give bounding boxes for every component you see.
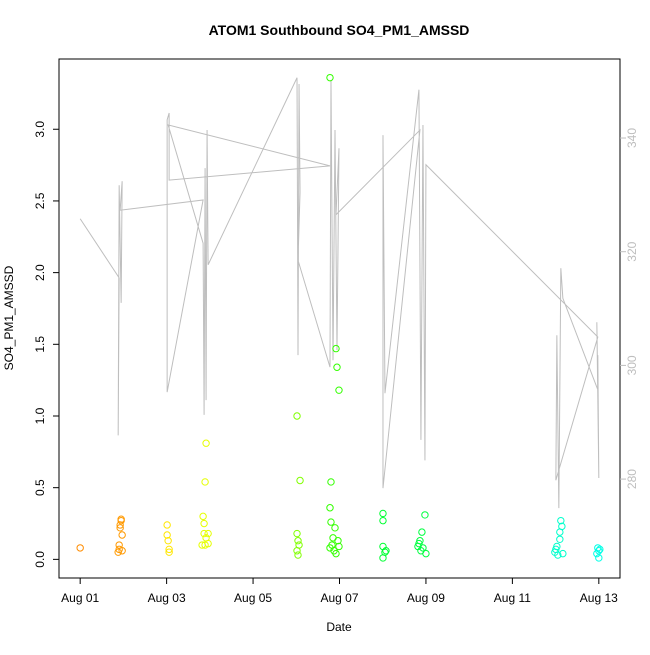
data-point: [327, 478, 335, 486]
x-tick-label: Aug 05: [234, 591, 272, 605]
data-point: [164, 537, 172, 545]
y2-tick-label: 300: [625, 355, 639, 375]
chart-title: ATOM1 Southbound SO4_PM1_AMSSD: [209, 22, 470, 38]
y-tick-label: 2.0: [33, 264, 47, 281]
data-point: [416, 537, 424, 545]
data-point: [332, 549, 340, 558]
data-point: [294, 551, 302, 559]
y-axis-label: SO4_PM1_AMSSD: [2, 265, 16, 370]
data-point: [293, 547, 301, 555]
data-point: [199, 512, 207, 521]
data-point: [326, 504, 334, 512]
x-tick-label: Aug 11: [494, 591, 531, 605]
data-point: [418, 528, 426, 536]
data-point: [163, 521, 171, 529]
data-point: [556, 535, 564, 543]
data-point: [334, 537, 342, 545]
x-tick-label: Aug 01: [61, 591, 99, 605]
data-point: [382, 547, 390, 555]
data-point: [328, 541, 336, 549]
y-tick-label: 0.0: [33, 551, 47, 568]
data-point: [335, 386, 343, 394]
x-tick-label: Aug 09: [407, 591, 445, 605]
y-tick-label: 1.5: [33, 336, 47, 353]
x-axis-label: Date: [326, 620, 352, 634]
data-point: [421, 511, 429, 519]
data-point: [422, 549, 430, 558]
data-point: [200, 529, 208, 538]
data-point: [557, 516, 565, 525]
data-point: [118, 531, 126, 539]
y2-tick-label: 280: [625, 469, 639, 489]
y2-tick-label: 340: [625, 128, 639, 148]
data-point: [595, 554, 603, 562]
y-tick-label: 2.5: [33, 192, 47, 209]
data-point: [165, 545, 173, 554]
data-point: [116, 524, 124, 532]
data-point: [596, 545, 604, 554]
data-point: [201, 478, 209, 486]
y-tick-label: 0.5: [33, 479, 47, 496]
data-point: [204, 539, 212, 548]
data-point: [163, 531, 171, 539]
y2-tick-label: 320: [625, 241, 639, 261]
data-point: [332, 344, 340, 353]
x-tick-label: Aug 03: [148, 591, 186, 605]
data-point: [559, 549, 567, 558]
data-point: [76, 544, 84, 552]
x-tick-label: Aug 07: [320, 591, 358, 605]
data-point: [379, 516, 387, 525]
data-point: [379, 509, 387, 518]
data-point: [293, 529, 301, 538]
data-point: [293, 412, 301, 420]
data-point: [326, 73, 334, 82]
data-point: [327, 518, 335, 526]
y-tick-label: 1.0: [33, 407, 47, 424]
data-point: [335, 542, 343, 551]
data-line: [79, 77, 600, 509]
data-point: [200, 519, 208, 528]
data-point: [118, 547, 126, 555]
data-point: [294, 537, 302, 545]
data-point: [115, 541, 123, 549]
data-point: [556, 528, 564, 536]
y-tick-label: 3.0: [33, 121, 47, 138]
data-point: [116, 521, 124, 529]
data-point: [333, 363, 341, 371]
data-point: [204, 529, 212, 538]
data-point: [202, 439, 210, 447]
data-point: [165, 548, 173, 556]
data-point: [296, 476, 304, 485]
x-tick-label: Aug 13: [580, 591, 618, 605]
data-point: [552, 545, 560, 554]
data-point: [117, 516, 125, 525]
data-point: [331, 524, 339, 532]
data-point: [379, 554, 387, 562]
